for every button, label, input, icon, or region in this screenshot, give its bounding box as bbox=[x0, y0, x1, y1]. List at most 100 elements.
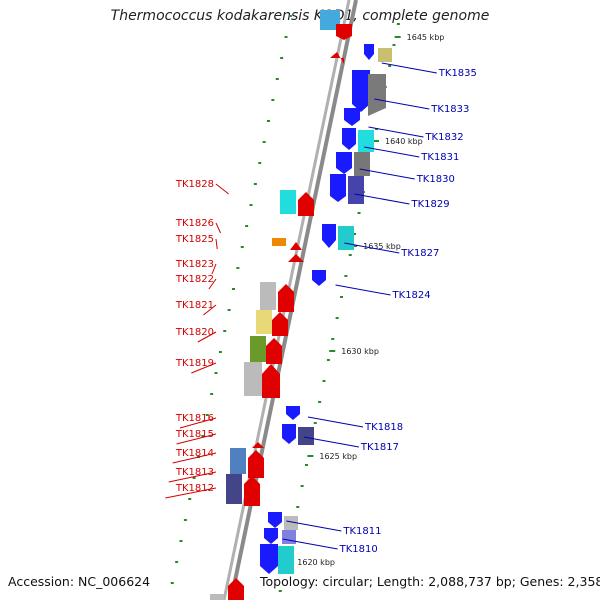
gene-block[interactable] bbox=[348, 176, 364, 204]
tick-dot bbox=[192, 477, 196, 479]
tick-dot bbox=[353, 233, 357, 235]
gene-label-reverse[interactable]: TK1823 bbox=[175, 259, 214, 270]
gene-arrow[interactable] bbox=[264, 528, 278, 544]
leader-line bbox=[176, 433, 217, 445]
gene-block[interactable] bbox=[282, 530, 296, 544]
gene-block[interactable] bbox=[244, 362, 262, 396]
leader-line bbox=[172, 452, 217, 464]
leader-line bbox=[344, 242, 400, 254]
leader-line bbox=[211, 263, 217, 275]
gene-label-forward[interactable]: TK1831 bbox=[420, 152, 459, 163]
gene-label-forward[interactable]: TK1835 bbox=[438, 68, 477, 79]
gene-block[interactable] bbox=[280, 190, 296, 214]
gene-arrow[interactable] bbox=[268, 512, 282, 528]
tick-dot bbox=[210, 393, 214, 395]
gene-label-reverse[interactable]: TK1814 bbox=[175, 448, 214, 459]
gene-block[interactable] bbox=[354, 152, 370, 176]
gene-block[interactable] bbox=[278, 546, 294, 574]
gene-block[interactable] bbox=[210, 594, 224, 600]
gene-arrow[interactable] bbox=[260, 544, 278, 574]
tick-dot bbox=[322, 380, 326, 382]
gene-label-reverse[interactable]: TK1815 bbox=[175, 429, 214, 440]
gene-arrow[interactable] bbox=[336, 152, 352, 174]
gene-block[interactable] bbox=[298, 427, 314, 445]
forward-gene-blocks[interactable] bbox=[260, 10, 392, 574]
gene-arrow[interactable] bbox=[288, 254, 304, 262]
gene-label-reverse[interactable]: TK1816 bbox=[175, 413, 214, 424]
gene-label-forward[interactable]: TK1818 bbox=[364, 422, 403, 433]
gene-block[interactable] bbox=[226, 474, 242, 504]
gene-label-forward[interactable]: TK1832 bbox=[424, 132, 463, 143]
leader-line bbox=[179, 417, 217, 429]
gene-label-reverse[interactable]: TK1820 bbox=[175, 327, 214, 338]
gene-label-forward[interactable]: TK1810 bbox=[339, 544, 378, 555]
gene-arrow[interactable] bbox=[330, 174, 346, 202]
gene-label-reverse[interactable]: TK1819 bbox=[175, 358, 214, 369]
gene-label-reverse[interactable]: TK1822 bbox=[175, 274, 214, 285]
gene-block[interactable] bbox=[368, 74, 386, 116]
gene-arrow[interactable] bbox=[330, 52, 344, 64]
kbp-label: 1645 kbp bbox=[407, 33, 445, 42]
gene-block[interactable] bbox=[320, 10, 340, 30]
tick-dot bbox=[275, 78, 279, 80]
gene-arrow[interactable] bbox=[336, 24, 352, 40]
tick-dot bbox=[205, 414, 209, 416]
gene-label-reverse[interactable]: TK1825 bbox=[175, 234, 214, 245]
gene-arrow[interactable] bbox=[278, 284, 294, 312]
reverse-gene-blocks[interactable] bbox=[210, 24, 352, 600]
gene-arrow[interactable] bbox=[248, 450, 264, 478]
gene-label-reverse[interactable]: TK1813 bbox=[175, 467, 214, 478]
gene-arrow[interactable] bbox=[252, 442, 264, 448]
gene-arrow[interactable] bbox=[298, 192, 314, 216]
tick-dot bbox=[280, 57, 284, 59]
gene-label-reverse[interactable]: TK1821 bbox=[175, 300, 214, 311]
gene-arrow[interactable] bbox=[228, 578, 244, 600]
gene-block[interactable] bbox=[260, 282, 276, 310]
leader-line bbox=[359, 168, 415, 180]
gene-label-forward[interactable]: TK1827 bbox=[400, 248, 439, 259]
gene-block[interactable] bbox=[378, 48, 392, 62]
gene-arrow[interactable] bbox=[244, 476, 260, 506]
gene-label-reverse[interactable]: TK1812 bbox=[175, 483, 214, 494]
gene-block[interactable] bbox=[358, 130, 374, 152]
gene-block[interactable] bbox=[338, 226, 354, 250]
reverse-gene-labels: TK1828 TK1826 TK1825 TK1823 TK1822 TK1821 TK18… bbox=[165, 179, 229, 499]
kbp-tick bbox=[307, 455, 314, 457]
gene-label-forward[interactable]: TK1824 bbox=[392, 290, 431, 301]
gene-arrow[interactable] bbox=[322, 224, 336, 248]
tick-dot bbox=[240, 246, 244, 248]
gene-label-forward[interactable]: TK1830 bbox=[416, 174, 455, 185]
gene-arrow[interactable] bbox=[312, 270, 326, 286]
tick-dot bbox=[214, 372, 218, 374]
gene-label-forward[interactable]: TK1811 bbox=[342, 526, 381, 537]
gene-block[interactable] bbox=[230, 448, 246, 474]
gene-label-forward[interactable]: TK1829 bbox=[411, 199, 450, 210]
gene-arrow[interactable] bbox=[344, 108, 360, 126]
gene-block[interactable] bbox=[284, 516, 298, 530]
gene-arrow[interactable] bbox=[266, 338, 282, 364]
gene-block[interactable] bbox=[256, 310, 272, 334]
tick-dot bbox=[170, 582, 174, 584]
gene-block[interactable] bbox=[250, 336, 266, 362]
tick-dot bbox=[313, 422, 317, 424]
gene-arrow[interactable] bbox=[342, 128, 356, 150]
gene-label-reverse[interactable]: TK1826 bbox=[175, 218, 214, 229]
gene-label-forward[interactable]: TK1833 bbox=[430, 104, 469, 115]
leader-line bbox=[197, 331, 217, 343]
leader-line bbox=[165, 487, 217, 499]
gene-label-forward[interactable]: TK1817 bbox=[360, 442, 399, 453]
gene-arrow[interactable] bbox=[352, 70, 370, 112]
gene-arrow[interactable] bbox=[364, 44, 374, 60]
leader-line bbox=[368, 126, 424, 138]
tick-dot bbox=[223, 330, 227, 332]
leader-line bbox=[203, 304, 217, 316]
gene-arrow[interactable] bbox=[286, 406, 300, 420]
gene-block[interactable] bbox=[272, 238, 286, 246]
gene-arrow[interactable] bbox=[272, 312, 288, 336]
gene-arrow[interactable] bbox=[262, 364, 280, 398]
gene-arrow[interactable] bbox=[290, 242, 302, 250]
gene-arrow[interactable] bbox=[282, 424, 296, 444]
tick-dot bbox=[201, 435, 205, 437]
gene-label-reverse[interactable]: TK1828 bbox=[175, 179, 214, 190]
kbp-tick bbox=[394, 36, 401, 38]
